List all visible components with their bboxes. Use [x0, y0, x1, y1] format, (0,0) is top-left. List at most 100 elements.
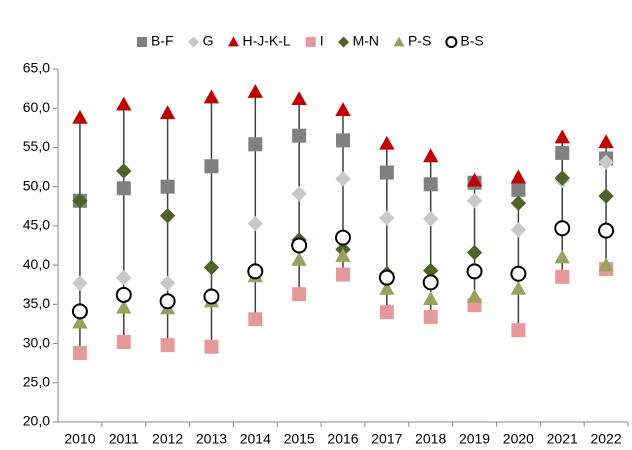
marker-square [160, 338, 175, 353]
marker-circle [422, 274, 439, 291]
marker-triangle [554, 129, 570, 144]
marker-square [72, 345, 87, 360]
legend-label: G [203, 33, 214, 49]
marker-triangle [291, 251, 307, 266]
marker-diamond [291, 186, 307, 202]
y-tick-label: 65,0 [23, 60, 50, 76]
marker-triangle [554, 249, 570, 264]
marker-square [379, 305, 394, 320]
marker-diamond [72, 193, 88, 209]
marker-square [305, 37, 316, 47]
x-tick-label: 2012 [152, 431, 183, 447]
marker-square [248, 312, 263, 327]
x-tick-label: 2018 [415, 431, 446, 447]
marker-square [423, 177, 438, 192]
marker-triangle [422, 291, 439, 306]
marker-diamond [188, 36, 200, 48]
x-tick-label: 2014 [240, 431, 271, 447]
legend-label: P-S [408, 33, 431, 49]
marker-triangle [247, 84, 264, 98]
marker-diamond [159, 207, 176, 224]
x-tick-label: 2019 [459, 431, 490, 447]
marker-square [555, 269, 570, 284]
marker-diamond [598, 188, 614, 204]
y-tick-label: 45,0 [23, 217, 50, 233]
x-tick-label: 2010 [64, 431, 95, 447]
marker-circle [378, 269, 395, 286]
y-tick-label: 30,0 [23, 334, 50, 350]
marker-square [292, 287, 307, 302]
marker-diamond [116, 163, 132, 179]
marker-circle [159, 293, 176, 310]
marker-square [204, 339, 219, 354]
marker-triangle [335, 102, 351, 116]
marker-square [423, 309, 438, 324]
marker-triangle [393, 36, 405, 47]
marker-diamond [116, 269, 132, 286]
legend-label: B-F [151, 33, 174, 49]
x-tick-label: 2020 [503, 431, 534, 447]
marker-square [336, 133, 350, 148]
marker-triangle [379, 280, 395, 295]
marker-circle [71, 303, 88, 320]
marker-triangle [116, 96, 132, 111]
marker-diamond [379, 210, 395, 226]
marker-diamond [598, 154, 614, 171]
marker-diamond [466, 244, 483, 261]
y-tick-label: 35,0 [23, 295, 50, 311]
marker-diamond [554, 170, 570, 186]
x-tick-label: 2022 [590, 431, 621, 447]
marker-triangle [598, 134, 614, 149]
legend-label: B-S [460, 33, 483, 49]
y-tick-label: 40,0 [23, 256, 50, 272]
legend-label: H-J-K-L [242, 33, 290, 49]
marker-triangle [422, 148, 439, 163]
marker-triangle [227, 36, 239, 47]
y-tick-label: 20,0 [23, 413, 50, 429]
marker-triangle [291, 91, 307, 105]
marker-triangle [116, 299, 132, 314]
marker-triangle [510, 169, 527, 184]
marker-diamond [422, 262, 439, 279]
marker-circle [466, 263, 483, 280]
marker-circle [598, 222, 615, 239]
x-tick-label: 2015 [284, 431, 315, 447]
marker-diamond [159, 275, 176, 291]
marker-triangle [72, 314, 88, 329]
y-tick-label: 25,0 [23, 373, 50, 389]
marker-circle [203, 288, 220, 305]
marker-triangle [598, 257, 614, 272]
marker-diamond [422, 211, 439, 227]
marker-circle [445, 36, 458, 48]
marker-square [511, 182, 526, 197]
marker-square [116, 181, 131, 196]
y-tick-label: 50,0 [23, 177, 50, 193]
marker-square [336, 267, 350, 282]
marker-triangle [466, 172, 483, 187]
x-tick-label: 2017 [371, 431, 402, 447]
x-tick-label: 2013 [196, 431, 227, 447]
marker-circle [115, 286, 132, 303]
marker-square [137, 37, 147, 47]
marker-diamond [466, 193, 483, 209]
marker-circle [247, 263, 264, 280]
marker-diamond [335, 171, 351, 187]
marker-circle [554, 220, 571, 237]
marker-triangle [203, 89, 220, 104]
marker-triangle [159, 105, 176, 120]
y-tick-label: 55,0 [23, 138, 50, 154]
y-tick-label: 60,0 [23, 99, 50, 115]
marker-diamond [72, 275, 88, 291]
marker-circle [291, 237, 308, 254]
marker-diamond [247, 215, 264, 232]
legend-label: M-N [353, 33, 379, 49]
legend-label: I [320, 33, 324, 49]
marker-circle [335, 229, 351, 246]
marker-square [379, 165, 394, 180]
marker-diamond [510, 222, 527, 238]
marker-square [160, 179, 175, 194]
marker-circle [510, 265, 527, 282]
marker-triangle [466, 288, 483, 303]
marker-diamond [510, 195, 527, 211]
marker-triangle [510, 280, 527, 295]
